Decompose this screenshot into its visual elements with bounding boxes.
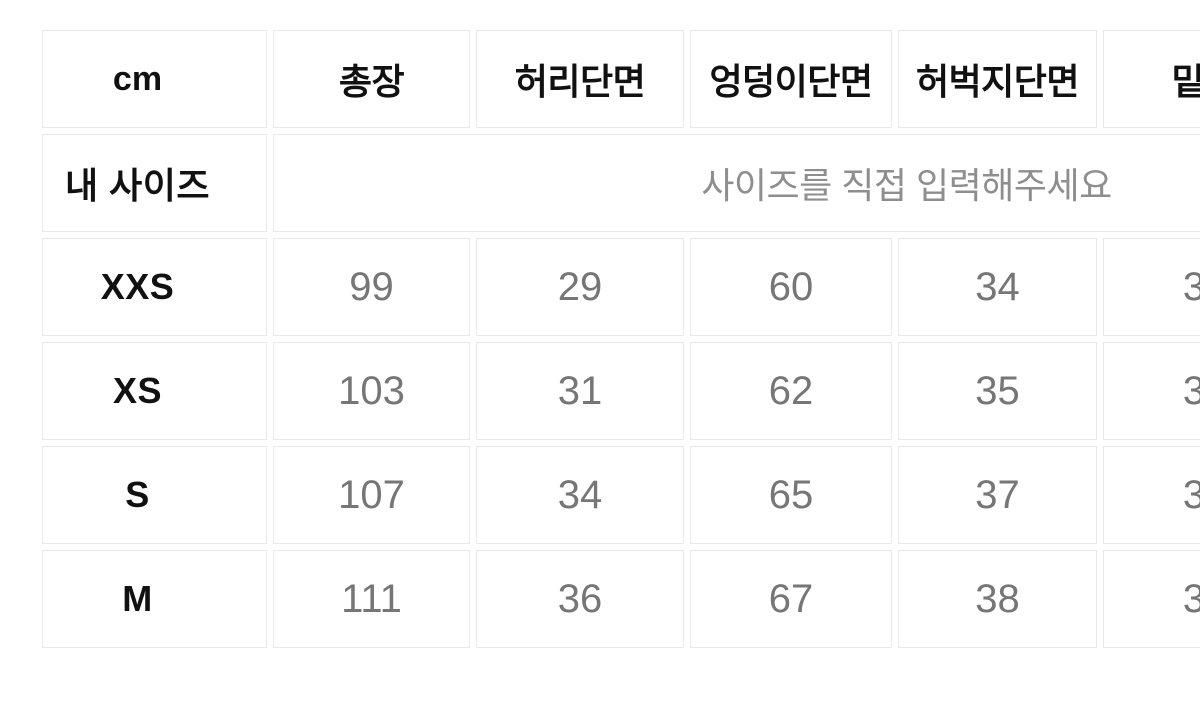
measurement-cell-total-length: 103 [273,342,470,440]
measurement-cell-thigh: 37 [898,446,1097,544]
my-size-label-cell: 내 사이즈 [42,134,267,232]
column-header-waist: 허리단면 [476,30,684,128]
size-chart-table: cm 총장 허리단면 엉덩이단면 허벅지단면 밑위 내 사이즈 사이즈를 직접 … [36,24,1200,654]
measurement-cell-thigh: 38 [898,550,1097,648]
unit-header-cell: cm [42,30,267,128]
header-row: cm 총장 허리단면 엉덩이단면 허벅지단면 밑위 [42,30,1200,128]
measurement-cell-rise: 3 [1103,446,1200,544]
measurement-cell-total-length: 107 [273,446,470,544]
measurement-cell-hip: 62 [690,342,892,440]
column-header-rise: 밑위 [1103,30,1200,128]
measurement-cell-waist: 34 [476,446,684,544]
my-size-row: 내 사이즈 사이즈를 직접 입력해주세요 [42,134,1200,232]
measurement-cell-rise: 3 [1103,342,1200,440]
measurement-cell-thigh: 35 [898,342,1097,440]
size-row-xxs: XXS 99 29 60 34 3 [42,238,1200,336]
measurement-cell-waist: 36 [476,550,684,648]
column-header-thigh: 허벅지단면 [898,30,1097,128]
measurement-cell-hip: 60 [690,238,892,336]
column-header-total-length: 총장 [273,30,470,128]
measurement-cell-hip: 65 [690,446,892,544]
measurement-cell-total-length: 111 [273,550,470,648]
measurement-cell-thigh: 34 [898,238,1097,336]
size-row-s: S 107 34 65 37 3 [42,446,1200,544]
size-label: XS [42,342,267,440]
size-label: M [42,550,267,648]
measurement-cell-total-length: 99 [273,238,470,336]
measurement-cell-waist: 29 [476,238,684,336]
column-header-hip: 엉덩이단면 [690,30,892,128]
size-row-xs: XS 103 31 62 35 3 [42,342,1200,440]
measurement-cell-rise: 3 [1103,238,1200,336]
size-label: S [42,446,267,544]
measurement-cell-rise: 3 [1103,550,1200,648]
measurement-cell-waist: 31 [476,342,684,440]
size-label: XXS [42,238,267,336]
my-size-input-cell[interactable]: 사이즈를 직접 입력해주세요 [273,134,1200,232]
measurement-cell-hip: 67 [690,550,892,648]
size-row-m: M 111 36 67 38 3 [42,550,1200,648]
